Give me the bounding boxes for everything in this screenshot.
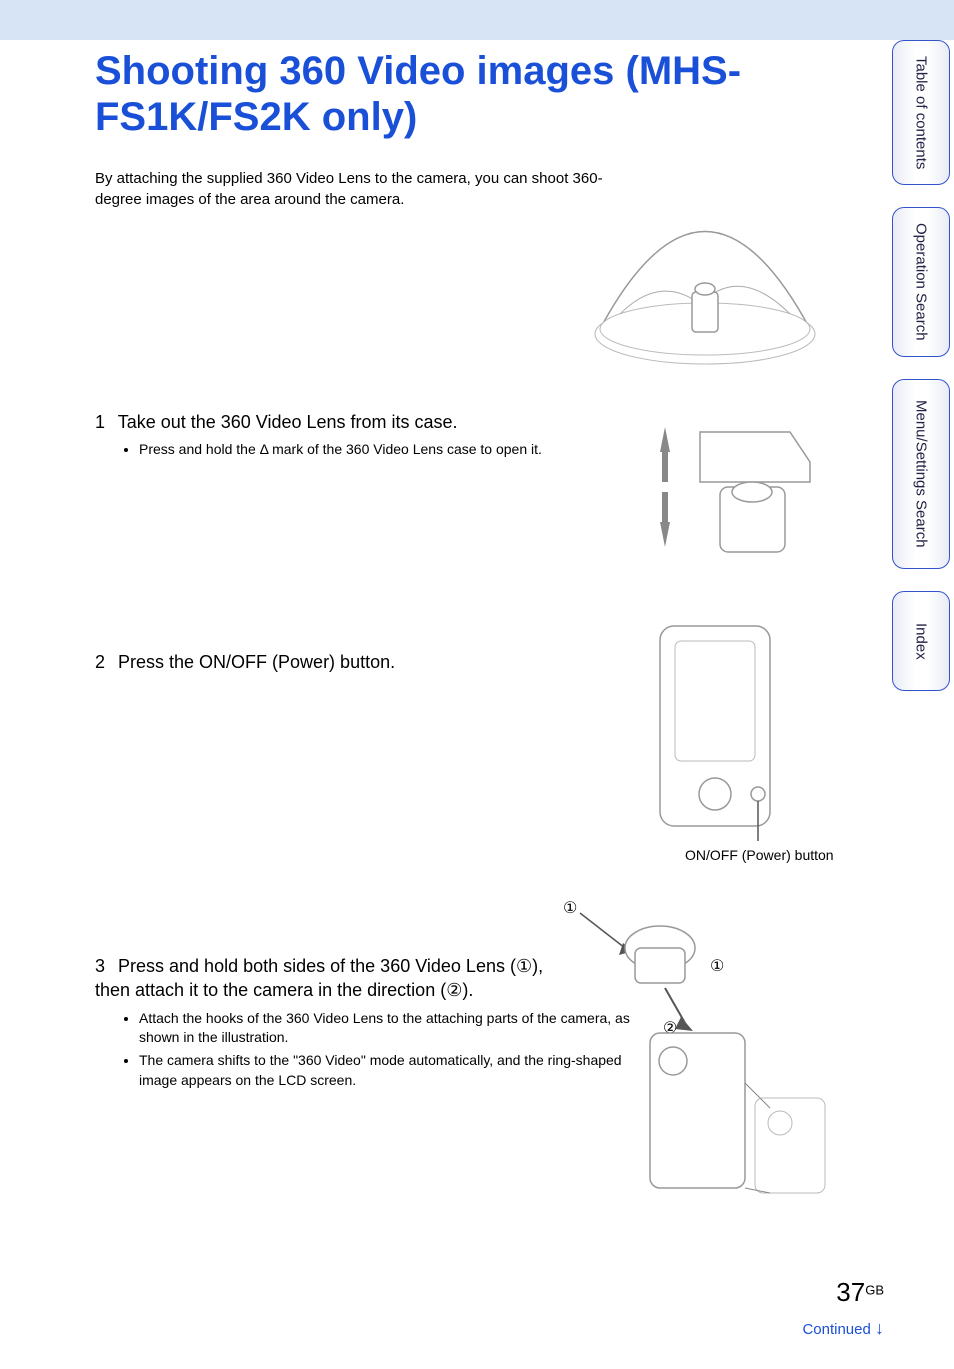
step-2-title: Press the ON/OFF (Power) button. xyxy=(118,652,395,672)
step-1-bullets: Press and hold the Δ mark of the 360 Vid… xyxy=(95,440,655,460)
step-1-title: Take out the 360 Video Lens from its cas… xyxy=(118,412,458,432)
intro-paragraph: By attaching the supplied 360 Video Lens… xyxy=(95,168,615,210)
page-number-wrap: 37GB xyxy=(802,1277,884,1308)
page-title: Shooting 360 Video images (MHS-FS1K/FS2K… xyxy=(95,48,839,140)
step-3-head: 3 Press and hold both sides of the 360 V… xyxy=(95,954,565,1003)
page-number: 37 xyxy=(836,1277,865,1307)
continued-indicator: Continued ↓ xyxy=(802,1318,884,1339)
step-2-head: 2 Press the ON/OFF (Power) button. xyxy=(95,650,565,674)
tab-label: Index xyxy=(912,609,929,674)
page-suffix: GB xyxy=(865,1283,884,1298)
figure-lens-case xyxy=(630,412,830,572)
header-band xyxy=(0,0,954,40)
page-footer: 37GB Continued ↓ xyxy=(802,1277,884,1339)
step-1-number: 1 xyxy=(95,410,113,434)
circled-1-label: ① xyxy=(563,900,577,917)
step-1-head: 1 Take out the 360 Video Lens from its c… xyxy=(95,410,565,434)
tab-index[interactable]: Index xyxy=(892,591,950,691)
continued-label: Continued xyxy=(802,1321,870,1338)
tab-label: Menu/Settings Search xyxy=(912,386,929,562)
tab-menu-settings-search[interactable]: Menu/Settings Search xyxy=(892,379,950,569)
tab-label: Operation Search xyxy=(912,209,929,355)
step-3-title: Press and hold both sides of the 360 Vid… xyxy=(95,956,543,1000)
side-nav-tabs: Table of contents Operation Search Menu/… xyxy=(892,40,954,713)
circled-1-right: ① xyxy=(710,958,724,975)
tab-operation-search[interactable]: Operation Search xyxy=(892,207,950,357)
tab-table-of-contents[interactable]: Table of contents xyxy=(892,40,950,185)
label-power-button: ON/OFF (Power) button xyxy=(685,846,835,864)
figure-360-dome xyxy=(580,164,830,374)
figure-attach-lens: ① ① ② xyxy=(555,893,845,1203)
step-2-number: 2 xyxy=(95,650,113,674)
tab-label: Table of contents xyxy=(912,42,929,183)
arrow-down-icon: ↓ xyxy=(875,1318,884,1338)
list-item: Press and hold the Δ mark of the 360 Vid… xyxy=(139,440,655,460)
figure-camera-power xyxy=(640,616,790,846)
step-3-number: 3 xyxy=(95,954,113,978)
